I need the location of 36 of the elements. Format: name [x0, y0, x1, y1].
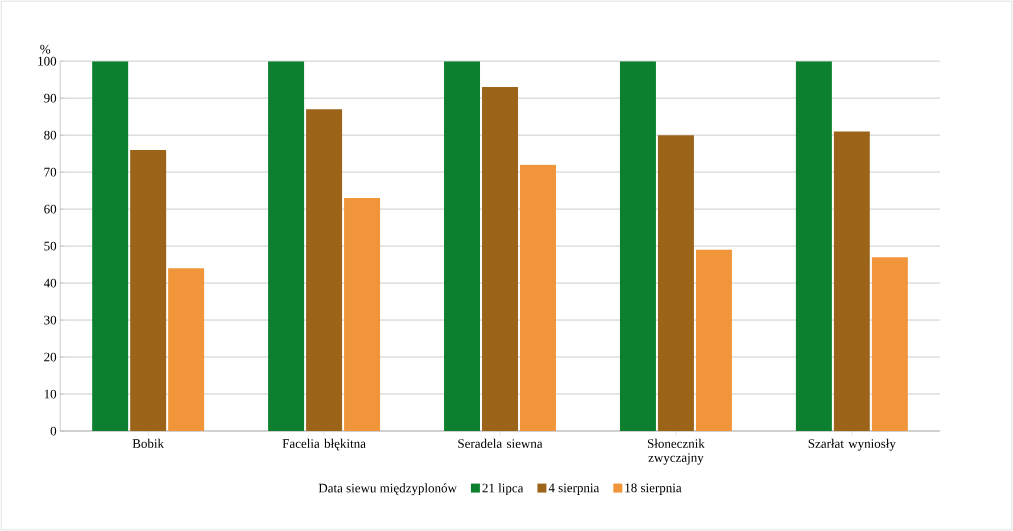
y-axis-title: % [40, 44, 51, 54]
y-tick-label: 100 [38, 56, 57, 66]
y-tick-label: 90 [44, 93, 57, 103]
bar [130, 149, 167, 431]
bar [482, 86, 518, 431]
bar [344, 197, 381, 431]
y-tick-label: 10 [44, 389, 57, 399]
y-tick-label: 30 [44, 315, 57, 325]
bar [520, 164, 556, 431]
y-tick-label: 0 [50, 426, 57, 436]
bar [695, 249, 732, 431]
y-tick-label: 50 [44, 241, 57, 251]
x-tick-label: Facelia błękitna [282, 438, 366, 451]
bar [306, 109, 343, 431]
legend-label: 18 sierpnia [625, 483, 682, 495]
bar [795, 61, 832, 431]
bar [268, 61, 305, 431]
y-tick-label: 80 [44, 130, 57, 140]
bar [92, 61, 129, 431]
bar [168, 268, 205, 431]
bar [657, 135, 694, 431]
x-tick-label: Szarłat wyniosły [808, 438, 896, 451]
x-tick-label: Seradela siewna [458, 438, 543, 448]
bar [871, 257, 908, 431]
bar [833, 131, 870, 431]
x-tick-label: Słonecznik zwyczajny [647, 438, 705, 465]
legend-title: Data siewu międzyplonów [318, 483, 457, 496]
y-tick-label: 20 [44, 352, 57, 362]
y-tick-label: 70 [44, 167, 57, 177]
x-tick-label: Bobik [132, 438, 165, 448]
y-tick-label: 40 [43, 278, 57, 288]
bar [619, 61, 656, 431]
bar [444, 61, 481, 431]
legend-label: 21 lipca [482, 483, 524, 495]
legend-label: 4 sierpnia [548, 483, 600, 495]
y-tick-label: 60 [44, 204, 57, 214]
